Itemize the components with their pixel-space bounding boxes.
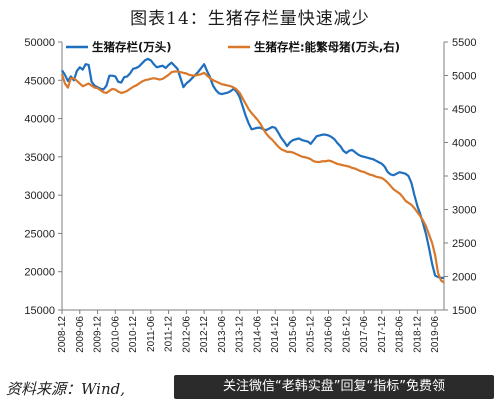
y-tick-label: 35000 <box>24 152 55 164</box>
x-tick-label: 2012-12 <box>199 316 210 353</box>
legend-label-series-1: 生猪存栏(万头) <box>92 40 172 54</box>
footer: 资料来源：Wind, 关注微信“老韩实盘”回复“指标”免费领 <box>0 372 500 403</box>
line-chart: 15000 20000 25000 30000 35000 40000 45000 50000… <box>24 37 476 353</box>
x-tick-label: 2013-06 <box>217 316 228 353</box>
x-tick-label: 2013-12 <box>235 316 246 353</box>
legend-label-series-2: 生猪存栏:能繁母猪(万头,右) <box>254 40 400 54</box>
x-tick-label: 2015-12 <box>306 316 317 353</box>
x-tick-label: 2014-12 <box>270 316 281 353</box>
x-tick-label: 2018-12 <box>412 316 423 353</box>
y2-tick-label: 2500 <box>452 238 476 250</box>
y-tick-label: 25000 <box>24 228 55 240</box>
x-tick-label: 2019-06 <box>430 316 441 353</box>
x-tick-label: 2010-06 <box>110 316 121 353</box>
series-lines <box>60 57 445 284</box>
series-line-2 <box>60 70 445 284</box>
x-tick-label: 2009-06 <box>75 316 86 353</box>
x-tick-label: 2012-06 <box>181 316 192 353</box>
x-tick-label: 2016-12 <box>341 316 352 353</box>
y-tick-label: 50000 <box>24 37 55 49</box>
y2-tick-label: 3000 <box>452 205 476 217</box>
y2-tick-label: 5500 <box>452 37 476 49</box>
y-tick-label: 30000 <box>24 190 55 202</box>
x-tick-label: 2015-06 <box>288 316 299 353</box>
chart-title: 图表14：生猪存栏量快速减少 <box>130 9 370 29</box>
y2-tick-label: 1500 <box>452 305 476 317</box>
y2-tick-label: 3500 <box>452 171 476 183</box>
x-tick-label: 2011-12 <box>164 316 175 352</box>
y-tick-label: 40000 <box>24 114 55 126</box>
x-tick-label: 2016-06 <box>324 316 335 353</box>
y2-tick-label: 4500 <box>452 104 476 116</box>
x-tick-label: 2008-12 <box>57 316 68 353</box>
legend: 生猪存栏(万头) 生猪存栏:能繁母猪(万头,右) <box>66 40 400 54</box>
y2-tick-label: 4000 <box>452 138 476 150</box>
y-tick-label: 15000 <box>24 305 55 317</box>
x-tick-label: 2010-12 <box>128 316 139 353</box>
promo-banner: 关注微信“老韩实盘”回复“指标”免费领 <box>174 375 494 399</box>
y-tick-label: 45000 <box>24 75 55 87</box>
x-tick-label: 2017-12 <box>377 316 388 353</box>
x-tick-label: 2009-12 <box>93 316 104 353</box>
y-tick-label: 20000 <box>24 267 55 279</box>
x-tick-label: 2018-06 <box>395 316 406 353</box>
y2-tick-label: 5000 <box>452 71 476 83</box>
x-tick-label: 2011-06 <box>146 316 157 352</box>
source-note: 资料来源：Wind, <box>6 380 125 398</box>
y2-tick-label: 2000 <box>452 272 476 284</box>
series-line-1 <box>61 57 444 279</box>
x-tick-label: 2014-06 <box>252 316 263 353</box>
x-tick-label: 2017-06 <box>359 316 370 353</box>
axes: 15000 20000 25000 30000 35000 40000 45000 50000… <box>24 37 476 353</box>
